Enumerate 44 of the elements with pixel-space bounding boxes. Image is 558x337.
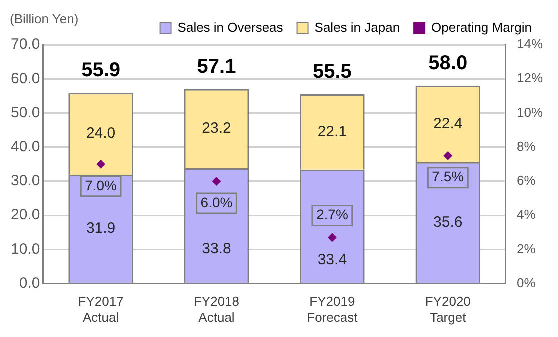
- data-label: 22.4: [434, 115, 463, 132]
- y2-tick-label: 8%: [516, 138, 536, 154]
- point: [96, 160, 106, 169]
- data-label: 22.1: [318, 123, 348, 140]
- total-label: 58.0: [428, 52, 468, 74]
- x-tick-label: FY2020 Target: [425, 294, 471, 325]
- legend-label: Sales in Overseas: [178, 20, 284, 36]
- data-label: 33.4: [318, 252, 348, 269]
- x-tick-label: FY2018 Actual: [194, 294, 240, 325]
- data-label: 33.8: [202, 240, 232, 258]
- data-label: 31.9: [86, 220, 116, 238]
- y2-tick-label: 0%: [516, 275, 536, 290]
- data-label: 2.7%: [316, 206, 348, 223]
- y2-tick-label: 14%: [516, 36, 544, 52]
- data-label: 23.2: [202, 120, 232, 138]
- y-tick-label: 50.0: [10, 104, 40, 122]
- y2-tick-label: 12%: [516, 70, 544, 86]
- y-tick-label: 0.0: [19, 274, 40, 292]
- y-tick-label: 10.0: [10, 240, 40, 258]
- point: [212, 176, 222, 186]
- y-axis-title: (Billion Yen): [10, 12, 79, 27]
- data-label: 7.0%: [85, 177, 118, 194]
- total-label: 55.9: [82, 60, 121, 82]
- y2-tick-label: 4%: [516, 207, 536, 222]
- y2-tick-label: 6%: [516, 173, 536, 188]
- legend-label: Operating Margin: [432, 20, 532, 36]
- total-label: 57.1: [197, 56, 236, 78]
- y-tick-label: 60.0: [10, 70, 40, 88]
- x-tick-label: FY2019 Forecast: [307, 294, 358, 325]
- data-label: 35.6: [434, 214, 463, 231]
- point: [444, 151, 453, 160]
- y-tick-label: 70.0: [10, 36, 40, 54]
- x-tick-label: FY2017 Actual: [78, 294, 124, 325]
- point: [328, 233, 337, 242]
- y2-tick-label: 2%: [516, 241, 536, 256]
- y2-tick-label: 10%: [516, 104, 544, 120]
- y-tick-label: 40.0: [10, 138, 40, 156]
- total-label: 55.5: [312, 60, 352, 83]
- y-tick-label: 30.0: [10, 172, 40, 190]
- y-tick-label: 20.0: [10, 206, 40, 224]
- data-label: 6.0%: [200, 194, 233, 210]
- data-label: 7.5%: [432, 168, 464, 185]
- data-label: 24.0: [86, 125, 116, 142]
- legend-label: Sales in Japan: [314, 20, 400, 36]
